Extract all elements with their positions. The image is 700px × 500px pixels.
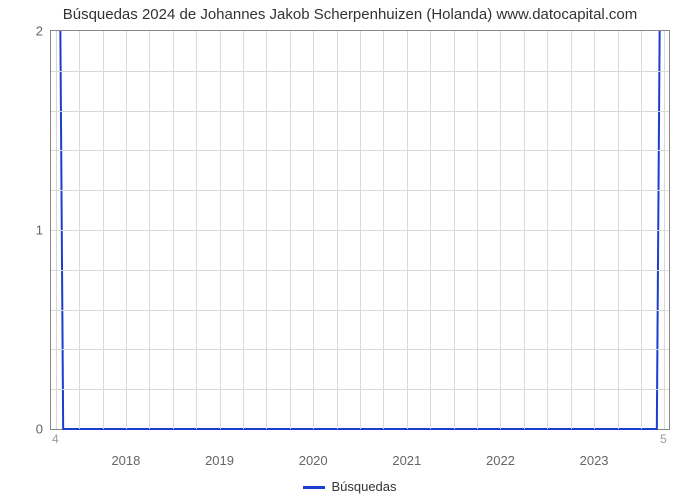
legend: Búsquedas [0, 479, 700, 494]
gridline-h [51, 310, 669, 311]
corner-label-br: 5 [660, 432, 667, 446]
x-tick-label: 2018 [111, 429, 140, 468]
x-tick-label: 2022 [486, 429, 515, 468]
gridline-h [51, 230, 669, 231]
y-tick-label: 0 [36, 422, 51, 437]
legend-swatch [303, 486, 325, 489]
gridline-h [51, 190, 669, 191]
x-tick-label: 2019 [205, 429, 234, 468]
y-tick-label: 2 [36, 24, 51, 39]
x-tick-label: 2021 [392, 429, 421, 468]
gridline-h [51, 111, 669, 112]
gridline-h [51, 150, 669, 151]
corner-label-bl: 4 [52, 432, 59, 446]
line-chart: Búsquedas 2024 de Johannes Jakob Scherpe… [0, 0, 700, 500]
plot-area: 201820192020202120222023012 [50, 30, 670, 430]
gridline-h [51, 270, 669, 271]
gridline-h [51, 389, 669, 390]
chart-title: Búsquedas 2024 de Johannes Jakob Scherpe… [0, 6, 700, 23]
gridline-h [51, 71, 669, 72]
x-tick-label: 2020 [299, 429, 328, 468]
legend-label: Búsquedas [331, 479, 396, 494]
gridline-h [51, 349, 669, 350]
y-tick-label: 1 [36, 223, 51, 238]
x-tick-label: 2023 [580, 429, 609, 468]
